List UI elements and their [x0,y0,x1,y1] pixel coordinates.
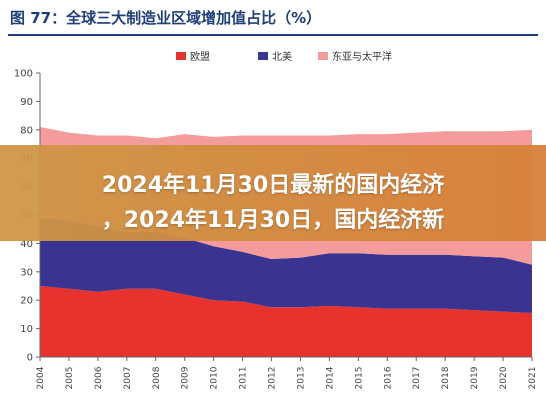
x-tick-label: 2007 [123,367,133,390]
title-divider [8,34,538,36]
banner-headline-line-1: 2024年11月30日最新的国内经济 [101,173,445,198]
x-tick-label: 2011 [239,367,249,390]
y-tick-label: 40 [20,239,33,250]
x-tick-label: 2018 [441,366,451,389]
x-tick-label: 2006 [94,366,104,389]
legend-label-2: 东亚与太平洋 [332,50,392,63]
x-tick-label: 2019 [470,366,480,389]
legend-swatch-1 [258,52,268,60]
y-tick-label: 100 [14,69,33,80]
x-tick-label: 2020 [499,366,509,389]
x-tick-label: 2008 [152,366,162,389]
x-tick-label: 2005 [65,367,75,390]
y-tick-label: 20 [20,296,33,307]
figure-title: 图 77：全球三大制造业区域增加值占比（%） [10,9,322,27]
x-tick-label: 2009 [181,366,191,389]
legend-label-1: 北美 [272,50,292,63]
legend-label-0: 欧盟 [190,51,210,63]
legend-swatch-0 [176,52,186,60]
x-tick-label: 2012 [268,367,278,390]
overlay-banner: 2024年11月30日最新的国内经济 ，2024年11月30日，国内经济新 [0,145,546,241]
x-tick-label: 2021 [528,367,538,390]
y-tick-label: 80 [20,125,33,136]
y-tick-label: 90 [20,97,33,108]
chart-legend: 欧盟 北美 东亚与太平洋 [176,50,392,63]
x-tick-label: 2013 [296,367,306,390]
y-tick-label: 30 [20,267,33,278]
x-tick-label: 2016 [383,366,393,389]
legend-swatch-2 [318,52,328,60]
x-tick-label: 2015 [354,367,364,390]
area-series-1 [40,217,532,313]
area-series-0 [40,286,532,357]
y-tick-label: 10 [20,324,33,335]
x-tick-label: 2014 [325,366,335,389]
y-tick-label: 0 [27,353,33,364]
banner-headline-line-2: ，2024年11月30日，国内经济新 [101,208,445,233]
x-tick-label: 2010 [210,366,220,389]
x-tick-label: 2017 [412,367,422,390]
x-tick-label: 2004 [36,366,46,389]
